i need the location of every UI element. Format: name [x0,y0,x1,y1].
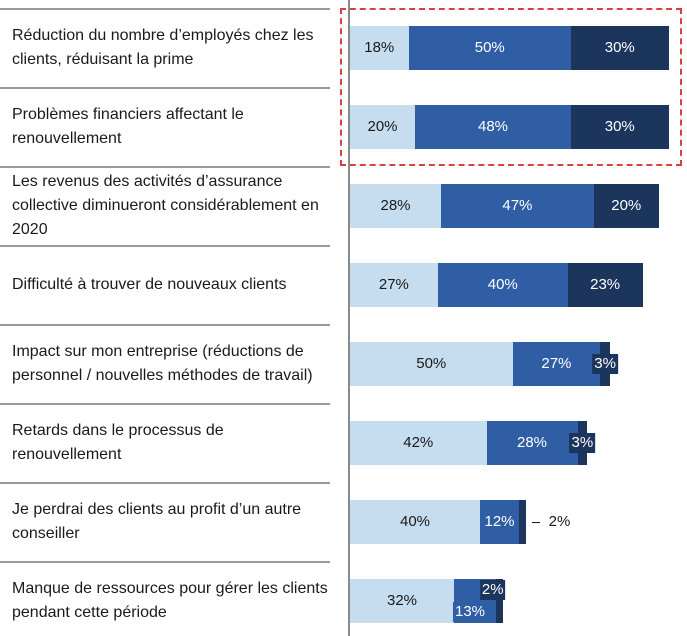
value-label: 23% [590,276,621,293]
separator [0,482,330,484]
category-label: Retards dans le processus de renouvellem… [12,422,224,463]
category-label: Je perdrai des clients au profit d’un au… [12,501,302,542]
value-label: 47% [502,197,533,214]
value-label: 40% [399,513,431,530]
value-label: 27% [378,276,409,293]
separator [0,166,330,168]
bar-segment [415,105,571,149]
value-label: 30% [604,39,635,56]
value-label: 13% [452,602,488,622]
value-label: 27% [541,355,572,372]
bar-segment [408,26,571,70]
value-label: 2% [479,580,506,600]
bar-segment [593,184,659,228]
separator [0,245,330,247]
separator [0,324,330,326]
category-label: Manque de ressources pour gérer les clie… [12,580,328,621]
value-label: 50% [474,39,505,56]
value-label: 48% [477,118,509,135]
bar-segment [496,579,503,623]
separator [0,403,330,405]
category-label: Réduction du nombre d’employés chez les … [12,27,314,68]
bar-segment [486,421,578,465]
value-label: 18% [364,39,395,56]
bar-segment [571,105,669,149]
value-label: 20% [367,118,398,135]
separator [0,87,330,89]
value-label: 32% [386,592,418,609]
value-label: 12% [484,513,515,530]
highlight-box [340,8,682,166]
value-label: 50% [416,355,447,372]
value-label: 3% [592,354,618,374]
bar-segment [350,421,487,465]
value-label: 20% [611,197,642,214]
separator [0,561,330,563]
bar-segment [437,263,568,307]
value-label: 30% [604,118,635,135]
bar-segment [350,26,409,70]
bar-segment [480,500,519,544]
bar-segment [350,342,513,386]
value-label: 28% [516,434,548,451]
category-label: Les revenus des activités d’assurance co… [12,173,319,238]
bar-segment [512,342,601,386]
bar-segment [519,500,526,544]
bar-segment [567,263,643,307]
value-label: 28% [380,197,411,214]
value-label: 2% [548,513,571,530]
value-label: 40% [487,276,518,293]
bar-segment [350,579,454,623]
value-label: 3% [569,433,596,453]
bar-segment [350,500,480,544]
category-label: Impact sur mon entreprise (réductions de… [12,343,313,384]
separator [0,8,330,10]
category-label: Problèmes financiers affectant le renouv… [12,106,244,147]
bar-segment [350,105,415,149]
bar-segment [350,263,438,307]
bar-segment [571,26,669,70]
category-label: Difficulté à trouver de nouveaux clients [12,276,287,293]
bar-segment [350,184,441,228]
leader-dash [531,522,540,523]
bar-segment [441,184,594,228]
axis-line [348,0,350,636]
value-label: 42% [403,434,434,451]
